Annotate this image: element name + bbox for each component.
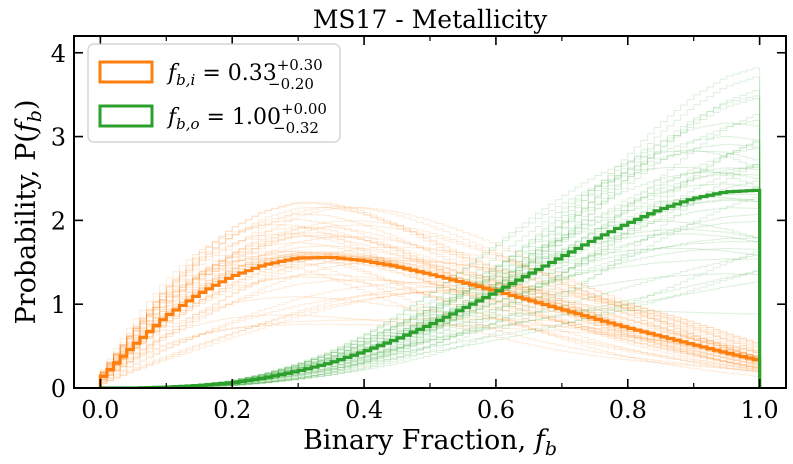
- sample-line-0-13: [99, 281, 761, 388]
- sample-line-0-46: [99, 235, 761, 388]
- x-tick-label: 0.2: [213, 396, 251, 424]
- y-tick-label: 2: [51, 207, 66, 235]
- sample-line-1-18: [100, 76, 761, 388]
- sample-line-1-32: [100, 67, 761, 388]
- sample-line-0-35: [99, 220, 761, 388]
- legend-label-fbo: fb,o = 1.00+0.00 −0.32: [166, 100, 327, 137]
- series-line-fbo: [100, 188, 762, 388]
- sample-line-0-19: [99, 202, 761, 388]
- sample-line-0-28: [99, 296, 761, 388]
- y-tick-label: 0: [51, 375, 66, 403]
- sample-line-1-17: [100, 163, 761, 388]
- x-tick-label: 0.4: [345, 396, 383, 424]
- x-tick-label: 0.6: [477, 396, 515, 424]
- sample-line-0-40: [99, 283, 761, 388]
- x-tick-label: 0.8: [609, 396, 647, 424]
- sample-line-0-11: [99, 263, 761, 388]
- sample-line-0-27: [99, 289, 761, 388]
- sample-line-0-5: [99, 206, 761, 388]
- chart-title: MS17 - Metallicity: [313, 5, 548, 34]
- series-lines: [98, 188, 762, 388]
- x-tick-label: 0.0: [81, 396, 119, 424]
- sample-line-1-31: [100, 90, 761, 388]
- sample-line-0-17: [99, 257, 761, 388]
- legend-label-fbi: fb,i = 0.33+0.30 −0.20: [166, 56, 323, 93]
- x-axis-label: Binary Fraction, fb: [303, 425, 557, 460]
- sample-line-1-46: [100, 114, 761, 388]
- sample-line-0-23: [99, 242, 761, 388]
- sample-line-0-10: [99, 224, 761, 388]
- y-axis-label: Probability, P(fb): [11, 99, 46, 324]
- sample-line-0-42: [99, 257, 761, 388]
- sample-line-0-34: [99, 201, 761, 388]
- series-line-fbi: [98, 255, 762, 388]
- sample-line-0-9: [99, 254, 761, 388]
- sample-line-0-47: [99, 213, 761, 388]
- sample-line-0-16: [99, 255, 761, 388]
- sample-line-1-2: [100, 309, 761, 388]
- sample-line-1-11: [100, 233, 761, 388]
- legend-swatch-fbo: [98, 104, 154, 128]
- sample-line-0-36: [99, 257, 761, 388]
- sample-line-0-3: [99, 260, 761, 388]
- y-tick-label: 4: [51, 40, 66, 68]
- y-axis: 0 1 2 3 4: [51, 40, 786, 403]
- sample-line-0-39: [99, 291, 761, 388]
- sample-line-0-26: [99, 287, 761, 388]
- sample-line-0-29: [99, 250, 761, 388]
- sample-line-0-4: [99, 246, 761, 388]
- sample-line-1-19: [100, 98, 761, 388]
- legend-swatch-fbi: [98, 60, 154, 84]
- sample-line-0-33: [99, 219, 761, 388]
- sample-line-0-14: [99, 279, 761, 388]
- x-tick-label: 1.0: [741, 396, 779, 424]
- sample-line-0-6: [99, 232, 761, 388]
- y-tick-label: 1: [51, 291, 66, 319]
- sample-line-0-2: [99, 224, 761, 388]
- sample-line-0-43: [99, 233, 761, 388]
- sample-line-0-38: [99, 276, 761, 388]
- y-tick-label: 3: [51, 124, 66, 152]
- sample-line-0-32: [99, 207, 761, 388]
- sample-line-1-4: [100, 141, 761, 388]
- legend: fb,i = 0.33+0.30 −0.20 fb,o = 1.00+0.00 −0…: [87, 43, 341, 143]
- x-axis: 0.0 0.2 0.4 0.6 0.8 1.0: [81, 36, 779, 424]
- sample-line-1-39: [100, 247, 761, 388]
- sample-line-1-24: [100, 220, 761, 388]
- sample-line-0-45: [99, 245, 761, 388]
- sample-line-0-31: [99, 236, 761, 388]
- sample-line-0-24: [99, 250, 761, 388]
- sample-line-0-44: [99, 255, 761, 388]
- sample-line-0-12: [99, 318, 761, 388]
- sample-line-0-20: [99, 226, 761, 388]
- sample-line-0-18: [99, 207, 761, 388]
